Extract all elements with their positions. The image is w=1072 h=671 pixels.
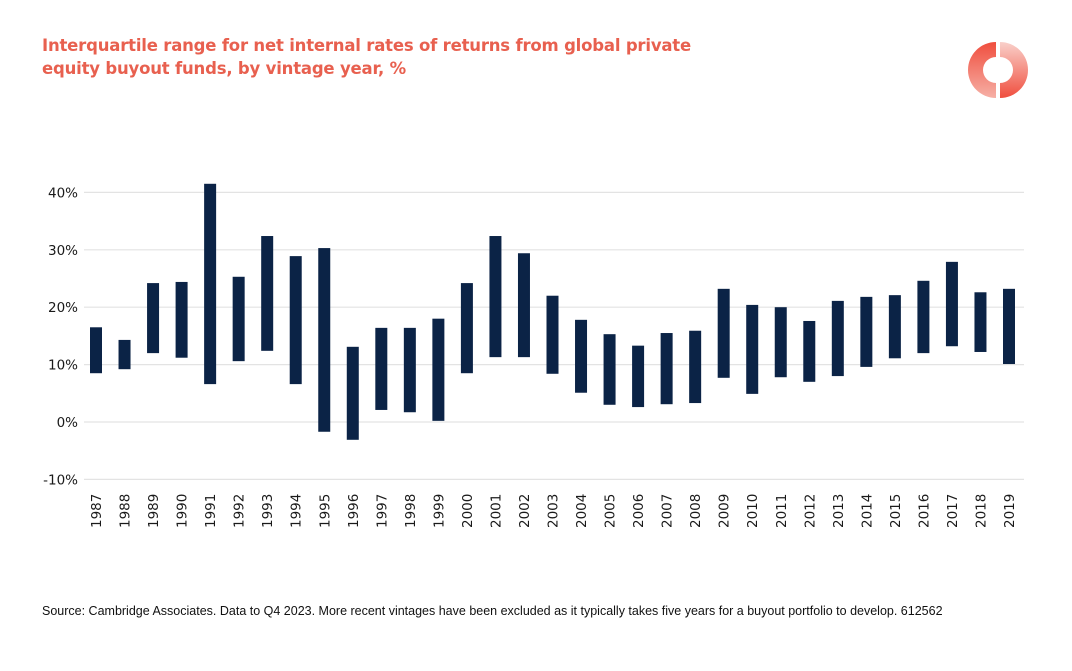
range-bar-2013 xyxy=(831,300,844,377)
y-tick-label: 30% xyxy=(48,243,78,259)
range-bar-1993 xyxy=(261,236,274,351)
x-tick-label: 1990 xyxy=(175,494,191,528)
bars xyxy=(90,183,1015,440)
x-tick-label: 1988 xyxy=(118,494,134,528)
range-bar-2019 xyxy=(1003,288,1015,365)
range-bar-1998 xyxy=(403,327,416,413)
range-bar-1997 xyxy=(375,327,388,410)
range-bar-2010 xyxy=(746,304,759,394)
range-bar-2000 xyxy=(460,283,473,374)
y-axis-ticks: -10% 0% 10% 20% 30% 40% xyxy=(43,185,78,488)
x-tick-label: 2001 xyxy=(488,494,504,528)
x-tick-label: 2002 xyxy=(517,494,533,528)
x-tick-label: 2005 xyxy=(603,494,619,528)
x-tick-label: 1996 xyxy=(346,494,362,528)
range-bar-1992 xyxy=(232,276,245,362)
y-tick-label: 10% xyxy=(48,358,78,374)
range-bar-2001 xyxy=(489,236,502,358)
range-bar-2007 xyxy=(660,333,673,405)
x-tick-label: 1987 xyxy=(89,494,105,528)
x-tick-label: 1995 xyxy=(317,494,333,528)
x-tick-label: 2013 xyxy=(831,494,847,528)
y-tick-label: 0% xyxy=(57,415,79,431)
y-tick-label: 20% xyxy=(48,300,78,316)
y-tick-label: 40% xyxy=(48,185,78,201)
range-bar-2009 xyxy=(717,288,730,378)
range-bar-1996 xyxy=(346,346,359,440)
range-bar-2003 xyxy=(546,295,559,374)
range-bar-2016 xyxy=(917,280,930,354)
range-bar-1987 xyxy=(90,327,102,374)
range-bar-2015 xyxy=(888,295,901,359)
x-tick-label: 1989 xyxy=(146,494,162,528)
range-bar-2012 xyxy=(803,320,816,382)
x-tick-label: 1993 xyxy=(260,494,276,528)
x-tick-label: 1994 xyxy=(289,494,305,528)
x-tick-label: 2012 xyxy=(802,494,818,528)
range-bar-1989 xyxy=(147,283,160,354)
y-tick-label: -10% xyxy=(43,472,78,488)
x-tick-label: 2006 xyxy=(631,494,647,528)
x-tick-label: 1992 xyxy=(232,494,248,528)
x-tick-label: 2003 xyxy=(546,494,562,528)
range-bar-2018 xyxy=(974,292,987,352)
x-tick-label: 1999 xyxy=(431,494,447,528)
range-bar-1988 xyxy=(118,339,131,370)
x-tick-label: 2015 xyxy=(888,494,904,528)
range-bar-2002 xyxy=(517,253,530,358)
range-bar-1994 xyxy=(289,256,302,385)
range-bar-2014 xyxy=(860,296,873,367)
x-tick-label: 2009 xyxy=(717,494,733,528)
x-tick-label: 2014 xyxy=(859,494,875,528)
range-bar-2004 xyxy=(575,319,588,393)
range-bar-2005 xyxy=(603,334,616,405)
x-tick-label: 1991 xyxy=(203,494,219,528)
range-bar-1990 xyxy=(175,281,188,358)
chart-title: Interquartile range for net internal rat… xyxy=(42,36,691,78)
x-tick-label: 2019 xyxy=(1002,494,1018,528)
x-tick-label: 1997 xyxy=(374,494,390,528)
x-tick-label: 2011 xyxy=(774,494,790,528)
range-bar-2011 xyxy=(774,307,787,378)
range-bar-2017 xyxy=(945,261,958,347)
range-bar-1995 xyxy=(318,248,331,432)
x-tick-label: 1998 xyxy=(403,494,419,528)
x-tick-label: 2016 xyxy=(916,494,932,528)
x-tick-label: 2010 xyxy=(745,494,761,528)
brand-ring-logo-icon xyxy=(968,42,1028,98)
range-bar-1991 xyxy=(204,183,217,385)
range-bar-1999 xyxy=(432,318,445,421)
range-bar-2006 xyxy=(632,345,645,408)
x-tick-label: 2000 xyxy=(460,494,476,528)
x-axis-ticks: 1987 1988 1989 1990 1991 1992 1993 1994 1995 1996… xyxy=(89,494,1018,528)
x-tick-label: 2007 xyxy=(660,494,676,528)
x-tick-label: 2018 xyxy=(973,494,989,528)
range-bar-2008 xyxy=(689,330,702,404)
source-footnote: Source: Cambridge Associates. Data to Q4… xyxy=(42,604,943,618)
x-tick-label: 2004 xyxy=(574,494,590,528)
x-tick-label: 2017 xyxy=(945,494,961,528)
x-tick-label: 2008 xyxy=(688,494,704,528)
